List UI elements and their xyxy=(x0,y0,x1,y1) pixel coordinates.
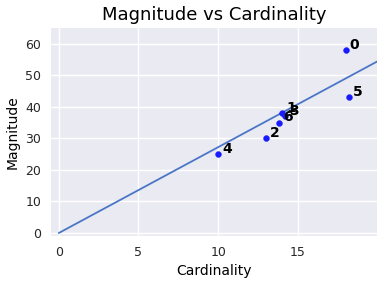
Text: 5: 5 xyxy=(353,85,363,99)
Text: 4: 4 xyxy=(222,142,232,156)
Point xyxy=(276,120,282,125)
Text: 2: 2 xyxy=(270,126,280,140)
Title: Magnitude vs Cardinality: Magnitude vs Cardinality xyxy=(102,6,326,24)
Text: 3: 3 xyxy=(289,104,299,118)
X-axis label: Cardinality: Cardinality xyxy=(177,264,252,278)
Text: 0: 0 xyxy=(350,37,359,52)
Point xyxy=(263,136,269,141)
Point xyxy=(215,152,221,156)
Point xyxy=(279,111,285,115)
Point xyxy=(282,114,288,118)
Text: 1: 1 xyxy=(286,101,296,115)
Y-axis label: Magnitude: Magnitude xyxy=(6,95,20,169)
Text: 6: 6 xyxy=(283,110,293,124)
Point xyxy=(346,95,352,100)
Point xyxy=(342,48,349,52)
